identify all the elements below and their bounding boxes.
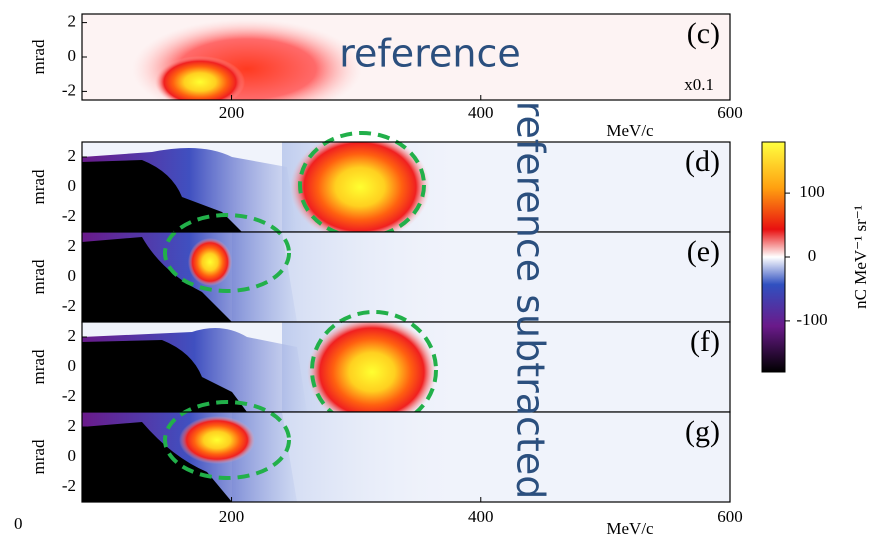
y-tick-label: 2 <box>68 236 77 255</box>
heatmap-blob <box>290 142 430 232</box>
colorbar <box>761 141 786 373</box>
heatmap-blob <box>307 322 437 412</box>
heatmap-blob <box>82 237 232 322</box>
heatmap-layer <box>132 19 362 100</box>
y-axis-label: mrad <box>29 169 48 204</box>
heatmap-blob <box>155 56 245 100</box>
heatmap-blob <box>179 416 255 464</box>
corner-label: 0 <box>14 514 23 533</box>
y-axis-label: mrad <box>29 259 48 294</box>
colorbar-tick-label: -100 <box>796 310 827 329</box>
y-tick-label: 0 <box>68 46 77 65</box>
panel-label: (f) <box>690 325 720 358</box>
y-tick-label: -2 <box>62 206 76 225</box>
panel-label: (d) <box>685 145 720 178</box>
y-tick-label: 0 <box>68 176 77 195</box>
heatmap <box>82 412 462 502</box>
heatmap <box>82 232 462 322</box>
y-tick-label: -2 <box>62 386 76 405</box>
heatmap-layer <box>82 232 462 322</box>
x-axis-label: MeV/c <box>606 121 654 140</box>
x-tick-label: 600 <box>717 507 743 526</box>
heatmap <box>132 19 362 100</box>
y-tick-label: -2 <box>62 80 76 99</box>
colorbar-tick-label: 100 <box>799 182 825 201</box>
y-tick-label: 2 <box>68 326 77 345</box>
overlay-annotation: reference subtracted <box>509 101 553 500</box>
x-tick-label: 400 <box>468 507 494 526</box>
highlight-ring <box>163 213 291 293</box>
heatmap-blob <box>82 340 247 412</box>
panel-label: (c) <box>687 17 720 50</box>
y-tick-label: 2 <box>68 146 77 165</box>
y-tick-label: 2 <box>68 12 77 31</box>
x-tick-label: 400 <box>468 103 494 122</box>
y-tick-label: 2 <box>68 416 77 435</box>
x-tick-label: 200 <box>219 507 245 526</box>
x-axis-label: MeV/c <box>606 519 654 538</box>
heatmap-blob <box>82 160 242 232</box>
y-tick-label: 0 <box>68 356 77 375</box>
panel-annotation: reference <box>339 32 520 76</box>
y-tick-label: -2 <box>62 296 76 315</box>
scale-note: x0.1 <box>684 75 714 94</box>
highlight-ring <box>298 131 426 239</box>
panel-label: (e) <box>687 235 720 268</box>
x-tick-label: 200 <box>219 103 245 122</box>
heatmap-layer <box>82 412 462 502</box>
y-axis-label: mrad <box>29 39 48 74</box>
heatmap-blob <box>188 238 232 286</box>
highlight-ring <box>310 310 438 430</box>
y-axis-label: mrad <box>29 439 48 474</box>
y-tick-label: -2 <box>62 476 76 495</box>
y-axis-label: mrad <box>29 349 48 384</box>
y-tick-label: 0 <box>68 266 77 285</box>
x-tick-label: 600 <box>717 103 743 122</box>
heatmap-blob <box>82 422 232 502</box>
y-tick-label: 0 <box>68 446 77 465</box>
colorbar-label: nC MeV⁻¹ sr⁻¹ <box>851 205 870 309</box>
highlight-ring <box>163 400 291 480</box>
panel-label: (g) <box>685 415 720 448</box>
colorbar-tick-label: 0 <box>808 246 817 265</box>
